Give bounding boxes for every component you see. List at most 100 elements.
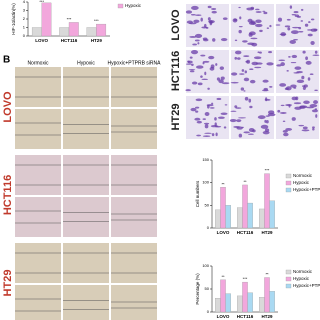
- cell: [262, 79, 269, 83]
- significance: ***: [67, 16, 72, 21]
- legend-swatch: [285, 180, 292, 186]
- micrograph: [111, 67, 157, 107]
- cell: [246, 7, 255, 11]
- cell: [307, 33, 313, 37]
- cell: [292, 26, 300, 29]
- cell: [238, 133, 243, 138]
- row-label: HT29: [170, 104, 182, 131]
- cell: [310, 18, 315, 21]
- column-header: Hypoxic+PTPRB siRNA: [108, 60, 162, 66]
- significance: ***: [265, 168, 270, 173]
- cell: [234, 105, 238, 109]
- cell: [221, 82, 230, 85]
- cell: [200, 75, 203, 78]
- cell: [259, 29, 263, 33]
- cell: [209, 21, 213, 26]
- cell: [284, 25, 291, 28]
- bar: [264, 173, 270, 229]
- y-axis-label: Percentage (%): [195, 273, 200, 305]
- micrograph: [15, 243, 61, 283]
- micrograph: [231, 50, 274, 93]
- legend-label: Normoxic: [293, 173, 313, 178]
- cell: [245, 60, 249, 63]
- cell: [283, 132, 289, 137]
- cell: [232, 18, 238, 23]
- bar: [237, 207, 243, 229]
- bar: [31, 27, 42, 37]
- x-tick-label: HCT116: [61, 38, 78, 43]
- cell: [263, 87, 268, 91]
- cell: [298, 124, 304, 127]
- cell: [243, 77, 250, 82]
- cell: [307, 77, 311, 81]
- bar: [269, 200, 275, 229]
- cell: [220, 76, 225, 80]
- bar: [264, 277, 270, 313]
- cell: [236, 57, 241, 60]
- cell: [219, 66, 224, 70]
- column-header: Hypoxic: [77, 60, 95, 66]
- micrograph: [231, 4, 274, 47]
- cell: [294, 66, 302, 70]
- y-tick-label: 50: [205, 202, 210, 207]
- cell: [304, 23, 309, 27]
- cell: [190, 50, 199, 55]
- cell: [249, 79, 256, 84]
- cell: [203, 38, 209, 42]
- cell: [197, 42, 200, 45]
- cell: [300, 8, 304, 11]
- cell: [234, 50, 242, 55]
- cell: [191, 63, 194, 67]
- cell: [250, 37, 258, 40]
- cell: [302, 50, 306, 54]
- cell: [255, 8, 260, 11]
- cell: [296, 70, 303, 74]
- cell: [267, 113, 276, 117]
- bar: [259, 297, 265, 313]
- micrograph: [111, 243, 157, 283]
- y-tick-label: 100: [202, 180, 209, 185]
- cell: [301, 75, 305, 80]
- micrograph: [15, 285, 61, 320]
- cell: [300, 20, 304, 22]
- cell: [185, 63, 192, 65]
- cell: [313, 28, 318, 31]
- cell: [257, 51, 260, 54]
- legend-swatch: [285, 269, 292, 275]
- x-tick-label: HT29: [261, 230, 273, 235]
- cell: [194, 39, 200, 42]
- cell: [200, 54, 206, 57]
- cell: [201, 78, 209, 81]
- y-tick-label: 2: [23, 16, 26, 21]
- cell: [301, 129, 310, 132]
- significance: ***: [243, 276, 248, 281]
- y-tick-label: 1: [23, 25, 26, 30]
- cell: [238, 6, 241, 9]
- cell: [211, 10, 217, 14]
- legend-swatch: [285, 173, 292, 179]
- cell: [215, 63, 218, 66]
- legend-swatch: [285, 187, 292, 193]
- cell: [196, 134, 201, 137]
- cell: [211, 102, 214, 105]
- row-label: HT29: [2, 270, 14, 297]
- cell: [290, 84, 297, 88]
- cell: [207, 87, 210, 90]
- cell: [238, 117, 246, 119]
- cell: [285, 86, 292, 91]
- x-tick-label: HT29: [261, 314, 273, 319]
- cell: [265, 119, 269, 124]
- cell: [243, 55, 250, 57]
- legend-label: Hypoxic: [125, 3, 142, 8]
- bar: [269, 291, 275, 313]
- legend-label: Hypoxic+PTPRB siRNA: [293, 283, 320, 288]
- cell: [255, 23, 263, 28]
- cell: [209, 107, 215, 109]
- cell: [298, 26, 302, 30]
- bar: [215, 298, 221, 313]
- bar: [220, 187, 226, 229]
- cell: [311, 109, 319, 113]
- cell: [251, 61, 259, 66]
- cell: [301, 85, 306, 87]
- cell: [189, 70, 195, 73]
